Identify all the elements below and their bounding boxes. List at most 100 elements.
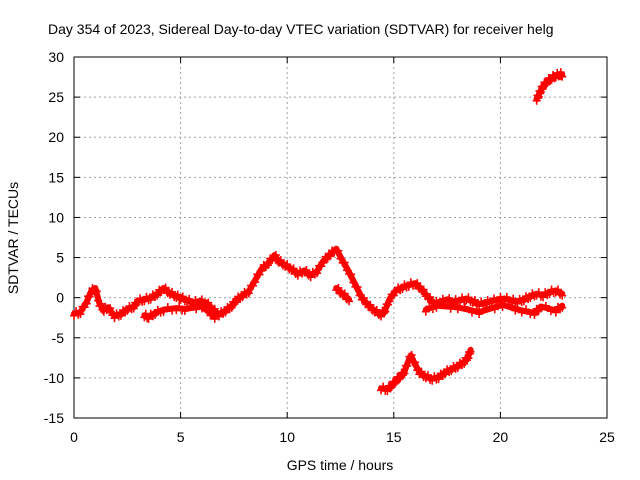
y-axis-label: SDTVAR / TECUs <box>5 182 21 294</box>
data-point-marker <box>519 297 528 306</box>
y-tick-label: -10 <box>44 370 64 386</box>
data-point-marker <box>313 269 322 278</box>
data-point-marker <box>306 273 315 282</box>
data-point-marker <box>426 293 435 302</box>
data-point-marker <box>381 307 390 316</box>
data-point-marker <box>221 308 230 317</box>
x-tick-label: 25 <box>599 429 615 445</box>
data-point-marker <box>238 293 247 302</box>
data-point-marker <box>526 294 535 303</box>
data-point-marker <box>502 293 511 302</box>
data-point-marker <box>144 314 153 323</box>
x-tick-labels: 0 5 10 15 20 25 <box>70 429 615 445</box>
data-point-marker <box>197 295 206 304</box>
data-point-marker <box>550 74 559 83</box>
data-point-marker <box>349 278 358 287</box>
data-point-marker <box>453 305 462 314</box>
data-point-marker <box>85 292 94 301</box>
data-point-marker <box>257 266 266 275</box>
data-point-marker <box>97 299 106 308</box>
data-point-marker <box>163 303 172 312</box>
data-point-marker <box>398 285 407 294</box>
y-tick-label: 10 <box>48 209 64 225</box>
data-point-marker <box>76 310 85 319</box>
data-point-marker <box>526 310 535 319</box>
data-point-marker <box>116 311 125 320</box>
data-point-marker <box>186 302 195 311</box>
data-point-marker <box>546 307 555 316</box>
data-point-marker <box>178 292 187 301</box>
data-point-marker <box>82 299 91 308</box>
x-tick-label: 10 <box>279 429 295 445</box>
data-point-marker <box>530 310 539 319</box>
data-point-marker <box>453 363 462 372</box>
data-point-marker <box>302 265 311 274</box>
data-point-marker <box>445 294 454 303</box>
data-point-marker <box>325 252 334 261</box>
data-point-marker <box>336 254 345 263</box>
series-side-trace-12h <box>332 283 354 306</box>
data-point-marker <box>539 293 548 302</box>
data-point-marker <box>404 282 413 291</box>
series-band <box>422 301 566 316</box>
data-point-marker <box>168 287 177 296</box>
data-point-marker <box>210 304 219 313</box>
data-point-marker <box>439 300 448 309</box>
data-point-marker <box>379 382 388 391</box>
data-point-marker <box>102 306 111 315</box>
data-point-marker <box>340 289 349 298</box>
data-point-marker <box>470 295 479 304</box>
data-point-marker <box>185 294 194 303</box>
data-point-marker <box>460 302 469 311</box>
data-point-marker <box>173 290 182 299</box>
data-point-marker <box>467 308 476 317</box>
data-point-marker <box>546 76 555 85</box>
x-tick-label: 20 <box>493 429 509 445</box>
data-point-marker <box>517 308 526 317</box>
data-point-marker <box>558 291 567 300</box>
data-point-marker <box>161 283 170 292</box>
data-point-marker <box>490 305 499 314</box>
data-point-marker <box>106 304 115 313</box>
data-point-marker <box>340 258 349 267</box>
data-point-marker <box>475 310 484 319</box>
x-tick-label: 0 <box>70 429 78 445</box>
data-point-marker <box>411 358 420 367</box>
data-point-marker <box>511 306 520 315</box>
data-point-marker <box>366 300 375 309</box>
data-point-marker <box>400 369 409 378</box>
data-point-marker <box>353 283 362 292</box>
data-point-marker <box>202 303 211 312</box>
data-point-marker <box>428 376 437 385</box>
data-point-marker <box>434 375 443 384</box>
data-point-marker <box>140 297 149 306</box>
series-lower-trace <box>377 346 475 396</box>
data-point-marker <box>91 286 100 295</box>
data-point-marker <box>498 302 507 311</box>
data-point-marker <box>440 370 449 379</box>
data-point-marker <box>541 80 550 89</box>
data-point-marker <box>283 260 292 269</box>
data-point-marker <box>553 285 562 294</box>
series-side-trace-late <box>421 300 567 319</box>
y-tick-label: 0 <box>56 290 64 306</box>
data-point-marker <box>359 294 368 303</box>
data-point-marker <box>447 367 456 376</box>
data-point-marker <box>394 375 403 384</box>
data-point-marker <box>428 305 437 314</box>
data-point-marker <box>386 384 395 393</box>
data-point-marker <box>417 367 426 376</box>
data-point-marker <box>204 298 213 307</box>
x-tick-label: 5 <box>177 429 185 445</box>
data-point-marker <box>192 305 201 314</box>
data-point-marker <box>244 289 253 298</box>
data-point-marker <box>545 290 554 299</box>
y-tick-label: 25 <box>48 89 64 105</box>
data-point-marker <box>432 303 441 312</box>
data-point-marker <box>403 361 412 370</box>
data-point-marker <box>92 287 101 296</box>
data-point-marker <box>289 264 298 273</box>
y-tick-label: 20 <box>48 129 64 145</box>
data-point-marker <box>334 246 343 255</box>
